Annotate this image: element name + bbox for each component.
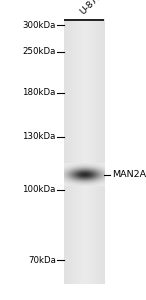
Text: MAN2A2: MAN2A2: [112, 170, 146, 179]
Text: 70kDa: 70kDa: [28, 256, 56, 265]
Text: 250kDa: 250kDa: [22, 47, 56, 56]
Text: 130kDa: 130kDa: [22, 132, 56, 141]
Text: 300kDa: 300kDa: [22, 20, 56, 30]
Text: 100kDa: 100kDa: [22, 185, 56, 194]
Text: 180kDa: 180kDa: [22, 88, 56, 97]
Text: U-87MG: U-87MG: [78, 0, 110, 16]
